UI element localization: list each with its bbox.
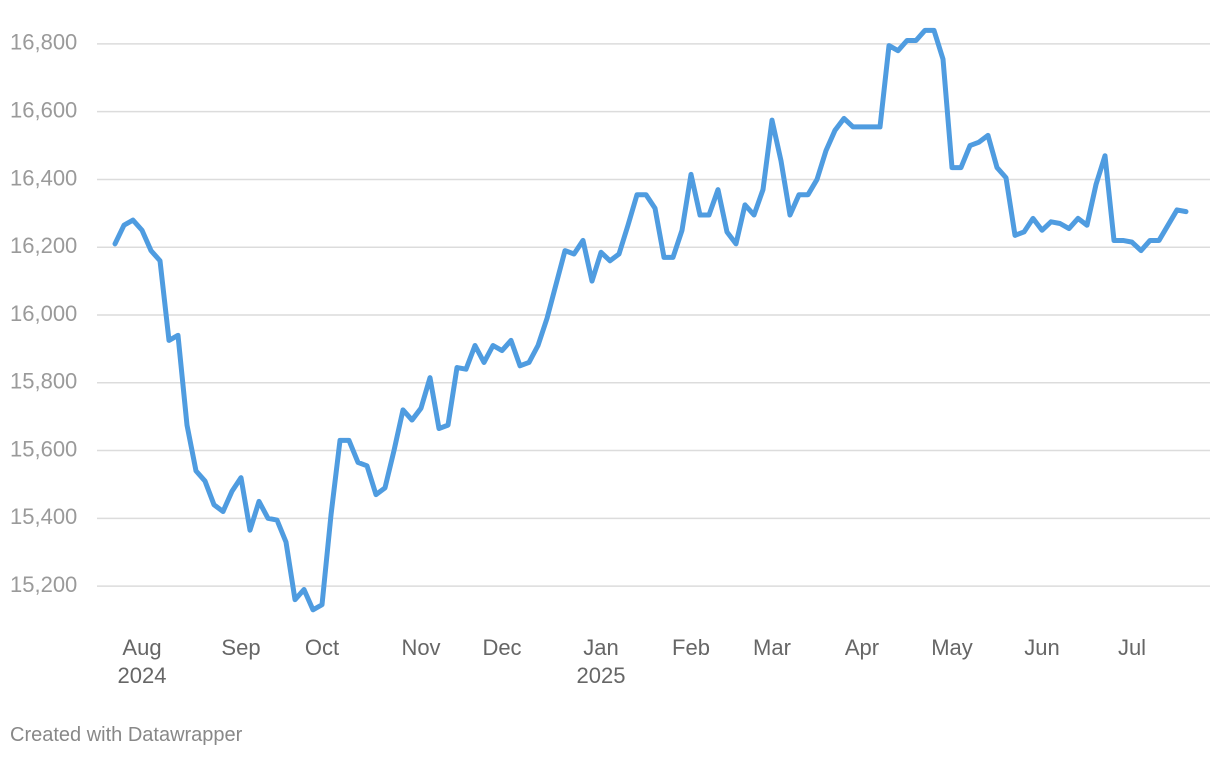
y-tick-label: 15,600: [10, 436, 77, 461]
chart: 15,200 15,400 15,600 15,800 16,000 16,200 16,4…: [10, 27, 1210, 613]
x-tick-label: Nov: [401, 635, 441, 660]
y-tick-label: 16,000: [10, 301, 77, 326]
y-tick-label: 16,200: [10, 233, 77, 258]
x-tick-label: May: [931, 635, 973, 660]
x-tick-label: Dec: [482, 635, 522, 660]
x-tick-label: Feb: [672, 635, 710, 660]
x-tick-label: Oct: [304, 635, 340, 660]
x-tick-label: Aug 2024: [117, 635, 167, 688]
y-tick-label: 16,600: [10, 97, 77, 122]
y-tick-label: 16,800: [10, 30, 77, 55]
x-tick-label: Jun: [1024, 635, 1060, 660]
y-tick-label: 15,400: [10, 504, 77, 529]
y-tick-label: 15,200: [10, 572, 77, 597]
line: [112, 27, 1189, 613]
x-tick-label: Jul: [1117, 635, 1147, 660]
y-tick-label: 16,400: [10, 165, 77, 190]
x-tick-label: Sep: [221, 635, 261, 660]
x-tick-label: Mar: [753, 635, 791, 660]
x-tick-label: Jan 2025: [576, 635, 626, 688]
y-tick-label: 15,800: [10, 369, 77, 394]
x-tick-label: Apr: [844, 635, 880, 660]
credit: Created with Datawrapper: [10, 724, 243, 746]
